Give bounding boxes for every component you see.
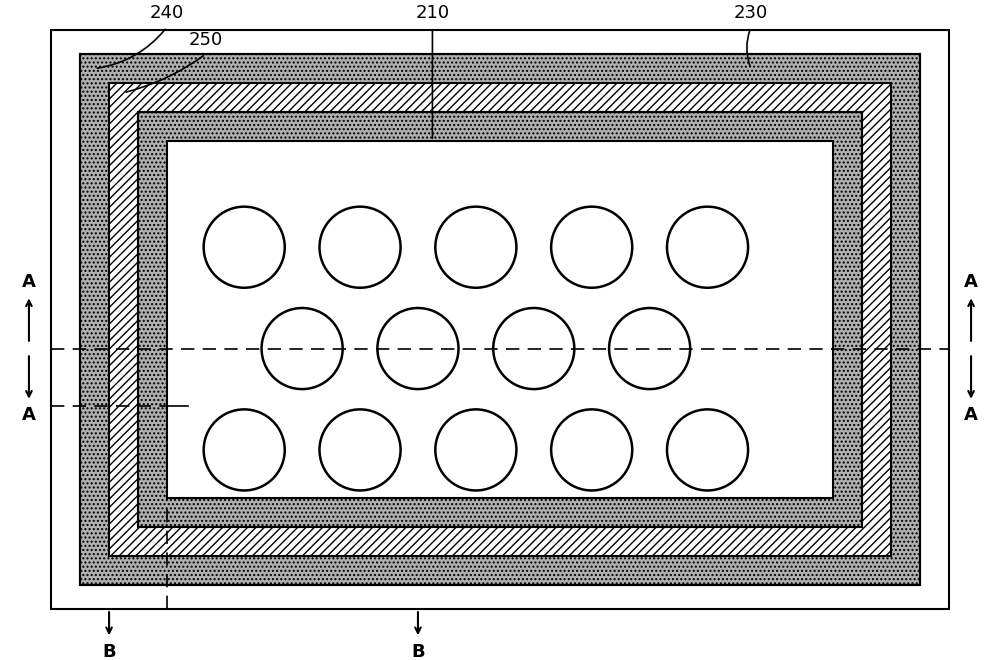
Text: 230: 230: [734, 5, 768, 22]
Bar: [167, 141, 833, 498]
Circle shape: [435, 207, 516, 288]
Text: A: A: [964, 273, 978, 290]
Bar: [80, 54, 920, 585]
Circle shape: [204, 409, 285, 490]
Bar: [138, 112, 862, 527]
Text: B: B: [102, 643, 116, 660]
Text: B: B: [411, 643, 425, 660]
Circle shape: [667, 409, 748, 490]
Circle shape: [493, 308, 574, 389]
Circle shape: [667, 207, 748, 288]
Circle shape: [204, 207, 285, 288]
Circle shape: [551, 207, 632, 288]
Text: A: A: [22, 273, 36, 290]
Circle shape: [319, 409, 401, 490]
Text: A: A: [964, 407, 978, 424]
Text: A: A: [22, 407, 36, 424]
Circle shape: [319, 207, 401, 288]
Bar: [138, 112, 862, 527]
Circle shape: [435, 409, 516, 490]
Circle shape: [551, 409, 632, 490]
Text: 210: 210: [415, 5, 449, 22]
Bar: [109, 83, 891, 556]
Bar: [80, 54, 920, 585]
Circle shape: [377, 308, 458, 389]
Text: 240: 240: [150, 5, 184, 22]
Circle shape: [609, 308, 690, 389]
Circle shape: [262, 308, 343, 389]
Text: 250: 250: [188, 31, 223, 50]
